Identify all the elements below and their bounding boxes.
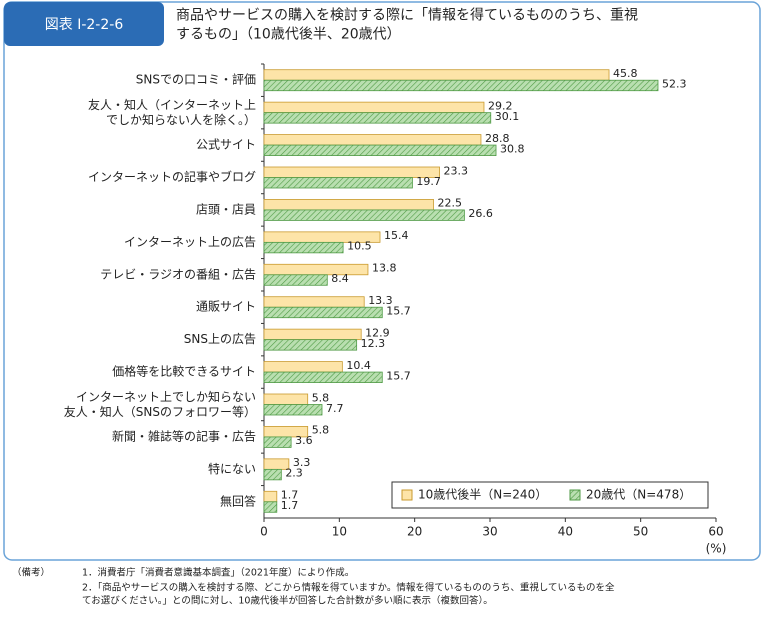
bar [263, 274, 328, 286]
y-tick-label: 特にない [208, 461, 256, 476]
bar [263, 241, 344, 254]
value-label: 15.7 [386, 369, 411, 382]
value-label: 12.3 [361, 337, 386, 350]
value-label: 3.6 [295, 434, 313, 447]
bar [263, 339, 358, 351]
bar [263, 501, 278, 513]
value-label: 1.7 [281, 489, 299, 502]
value-label: 13.8 [372, 262, 397, 275]
x-tick-label: 10 [332, 525, 347, 539]
value-label: 15.7 [386, 304, 411, 317]
value-label: 7.7 [326, 402, 344, 415]
x-tick-label: 50 [633, 525, 648, 539]
frame [3, 1, 761, 561]
x-tick-label: 40 [558, 525, 573, 539]
x-tick-label: 20 [407, 525, 422, 539]
x-unit: (%) [706, 542, 727, 556]
legend-label: 10歳代後半（N=240） [418, 488, 547, 502]
bar [263, 436, 292, 448]
bar [263, 306, 383, 319]
value-label: 28.8 [485, 132, 510, 145]
x-tick-label: 30 [482, 525, 497, 539]
bar [263, 393, 309, 405]
bar [263, 371, 383, 383]
bar [263, 199, 434, 211]
y-tick-label: インターネット上の広告 [124, 235, 256, 249]
y-tick-label: 公式サイト [196, 138, 256, 152]
bar [263, 79, 659, 92]
bar [263, 112, 492, 124]
value-label: 15.4 [384, 229, 409, 242]
value-label: 45.8 [613, 67, 638, 80]
badge [4, 2, 164, 46]
bar [263, 209, 465, 221]
bar [263, 263, 369, 276]
bar [263, 101, 485, 114]
y-tick-label: 店頭・店員 [196, 202, 256, 216]
y-tick-label: インターネットの記事やブログ [88, 169, 256, 184]
bar [263, 404, 323, 416]
y-tick-label: SNS上の広告 [184, 332, 256, 346]
value-label: 29.2 [488, 99, 513, 112]
notes-label: （備考） [12, 567, 50, 579]
value-label: 5.8 [312, 391, 330, 404]
value-label: 12.9 [365, 326, 390, 339]
note: 1．消費者庁「消費者意識基本調査」（2021年度）により作成。 [82, 567, 354, 579]
value-label: 2.3 [285, 467, 303, 480]
bar [263, 490, 278, 503]
y-tick-label: インターネット上でしか知らない友人・知人（SNSのフォロワー等） [64, 390, 256, 419]
value-label: 5.8 [312, 424, 330, 437]
value-label: 52.3 [662, 77, 687, 90]
y-tick-label: 新聞・雑誌等の記事・広告 [112, 428, 256, 443]
value-label: 10.5 [347, 240, 372, 253]
bar [263, 69, 610, 81]
legend-swatch [401, 489, 413, 501]
value-label: 8.4 [331, 272, 349, 285]
value-label: 19.7 [416, 175, 441, 188]
y-tick-label: SNSでの口コミ・評価 [136, 72, 256, 87]
value-label: 23.3 [444, 164, 469, 177]
value-label: 13.3 [368, 294, 393, 307]
legend-box [391, 481, 709, 509]
legend-swatch [569, 489, 581, 501]
bar [263, 296, 365, 308]
value-label: 22.5 [438, 197, 463, 210]
title: 商品やサービスの購入を検討する際に「情報を得ているもののうち、重視するもの」（1… [176, 7, 638, 43]
y-tick-label: 友人・知人（インターネット上でしか知らない人を除く。） [88, 98, 256, 127]
y-tick-label: 通販サイト [196, 300, 256, 314]
value-label: 1.7 [281, 499, 299, 512]
bar [263, 328, 362, 341]
y-tick-label: 無回答 [220, 493, 256, 508]
bar [263, 468, 282, 481]
value-label: 10.4 [346, 359, 371, 372]
value-label: 26.6 [468, 207, 493, 220]
y-tick-label: 価格等を比較できるサイト [112, 364, 256, 379]
bar [263, 134, 482, 146]
x-tick-label: 60 [708, 525, 723, 539]
x-tick-label: 0 [260, 525, 268, 539]
y-tick-label: テレビ・ラジオの番組・広告 [100, 267, 256, 281]
value-label: 30.8 [500, 142, 525, 155]
bar [263, 361, 343, 373]
bar [263, 177, 413, 189]
legend-label: 20歳代（N=478） [586, 488, 691, 502]
note: 2．「商品やサービスの購入を検討する際、どこから情報を得ていますか。情報を得てい… [82, 581, 615, 606]
bar [263, 166, 440, 178]
bar [263, 144, 497, 156]
value-label: 3.3 [293, 456, 311, 469]
value-label: 30.1 [495, 110, 519, 123]
badge-text: 図表 I-2-2-6 [45, 17, 124, 33]
